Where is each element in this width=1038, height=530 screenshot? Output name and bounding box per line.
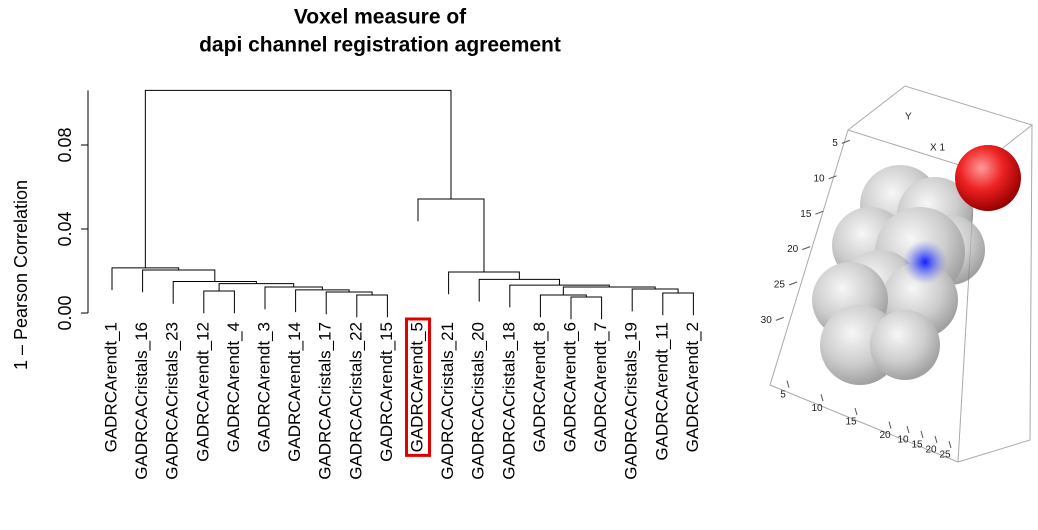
dendrogram-link bbox=[449, 272, 520, 294]
box-edge bbox=[1030, 125, 1032, 440]
tick-3d bbox=[829, 176, 837, 179]
tick-3d bbox=[787, 381, 789, 388]
tick-label-3d: 15 bbox=[911, 440, 923, 451]
leaf-label: GADRCACristals_16 bbox=[132, 322, 151, 480]
tick-label-3d: 15 bbox=[845, 417, 857, 428]
dendrogram-link bbox=[357, 295, 388, 317]
leaf-label: GADRCArendt_6 bbox=[560, 322, 579, 452]
y-tick-label: 0.04 bbox=[55, 211, 75, 246]
blue-region bbox=[903, 240, 947, 284]
leaf-label: GADRCArendt_11 bbox=[652, 322, 671, 461]
y-tick-label: 0.08 bbox=[55, 127, 75, 162]
dendrogram-link bbox=[296, 290, 350, 312]
sphere bbox=[870, 310, 940, 380]
dendrogram-link bbox=[112, 268, 179, 290]
leaf-label: GADRCArendt_12 bbox=[193, 322, 212, 462]
tick-label-3d: 30 bbox=[761, 315, 773, 326]
leaf-label: GADRCArendt_15 bbox=[377, 322, 396, 462]
render-3d bbox=[770, 86, 1032, 462]
tick-3d bbox=[921, 431, 923, 438]
tick-label-3d: 5 bbox=[780, 389, 786, 400]
leaf-label: GADRCArendt_4 bbox=[224, 322, 243, 452]
tick-label-3d: 15 bbox=[800, 209, 812, 220]
tick-label-3d: 5 bbox=[832, 138, 838, 149]
dendrogram-link bbox=[632, 289, 678, 311]
tick-3d bbox=[802, 247, 810, 250]
tick-label-3d: 10 bbox=[897, 435, 909, 446]
y-axis-label: 1 – Pearson Correlation bbox=[11, 180, 31, 370]
leaf-label: GADRCACristals_22 bbox=[346, 322, 365, 480]
leaf-label: GADRCACristals_21 bbox=[438, 322, 457, 480]
tick-3d bbox=[842, 140, 850, 143]
tick-label-3d: 25 bbox=[774, 280, 786, 291]
dendrogram-link bbox=[479, 279, 559, 301]
tick-3d bbox=[907, 426, 909, 433]
leaf-label: GADRCArendt_5 bbox=[407, 322, 426, 452]
leaf-label: GADRCACristals_23 bbox=[163, 322, 182, 480]
tick-3d bbox=[789, 282, 797, 285]
tick-3d bbox=[776, 317, 784, 320]
leaf-label: GADRCArendt_1 bbox=[101, 322, 120, 452]
dendrogram-link bbox=[204, 291, 235, 313]
dendrogram-link bbox=[540, 295, 586, 317]
tick-3d bbox=[821, 394, 823, 401]
axis-label-3d: X 1 bbox=[930, 143, 945, 154]
title-line: Voxel measure of bbox=[294, 6, 467, 29]
tick-label-3d: 25 bbox=[939, 450, 951, 461]
red-sphere bbox=[955, 145, 1021, 211]
dendrogram-link bbox=[571, 297, 602, 319]
tick-label-3d: 10 bbox=[811, 403, 823, 414]
tick-3d bbox=[889, 422, 891, 429]
y-tick-label: 0.00 bbox=[55, 295, 75, 330]
tick-3d bbox=[855, 408, 857, 415]
leaf-label: GADRCACristals_17 bbox=[316, 322, 335, 480]
tick-label-3d: 20 bbox=[787, 244, 799, 255]
leaf-label: GADRCACristals_19 bbox=[622, 322, 641, 480]
leaf-label: GADRCArendt_14 bbox=[285, 322, 304, 462]
axis-label-3d: Y bbox=[905, 112, 912, 123]
figure: Voxel measure of dapi channel registrati… bbox=[0, 0, 1038, 530]
tick-3d bbox=[949, 441, 951, 448]
leaf-label: GADRCArendt_7 bbox=[591, 322, 610, 452]
leaf-label: GADRCACristals_18 bbox=[499, 322, 518, 480]
leaf-label: GADRCArendt_8 bbox=[530, 322, 549, 452]
leaf-label: GADRCACristals_20 bbox=[469, 322, 488, 480]
leaf-label: GADRCArendt_2 bbox=[683, 322, 702, 452]
dendrogram-link bbox=[563, 287, 655, 295]
title-line: dapi channel registration agreement bbox=[199, 34, 561, 57]
dendrogram-link bbox=[173, 282, 256, 304]
dendrogram-link bbox=[418, 199, 484, 272]
leaf-label: GADRCArendt_3 bbox=[254, 322, 273, 452]
tick-label-3d: 20 bbox=[879, 430, 891, 441]
dendrogram-link bbox=[145, 90, 451, 267]
tick-label-3d: 20 bbox=[925, 445, 937, 456]
dendrogram-link bbox=[663, 293, 694, 315]
tick-3d bbox=[935, 436, 937, 443]
tick-label-3d: 10 bbox=[813, 173, 825, 184]
box-edge bbox=[958, 440, 1030, 462]
dendrogram-link bbox=[510, 285, 609, 307]
